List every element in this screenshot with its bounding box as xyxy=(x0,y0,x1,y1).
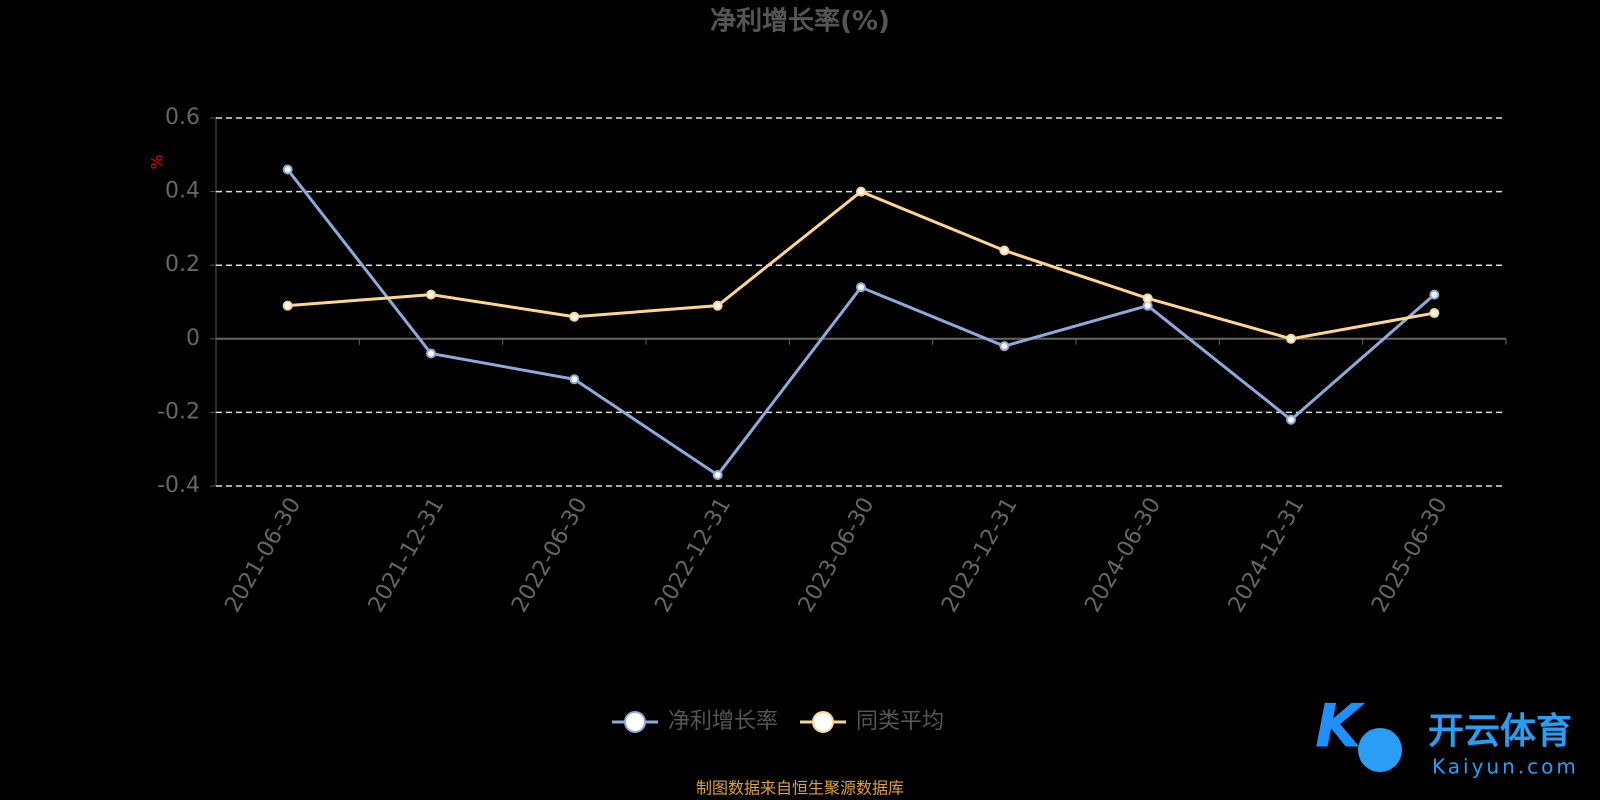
point xyxy=(999,245,1010,256)
point xyxy=(1142,293,1153,304)
y-tick-label: -0.4 xyxy=(157,473,200,498)
point xyxy=(282,164,293,175)
y-tick-label: 0.2 xyxy=(165,252,200,277)
y-tick-label: 0.4 xyxy=(165,179,200,204)
point xyxy=(1429,308,1440,319)
point xyxy=(856,186,866,197)
watermark-url: Kaiyun.com xyxy=(1432,755,1579,779)
chart-title: 净利增长率(%) xyxy=(710,6,890,37)
y-axis-label: % xyxy=(148,154,167,169)
y-tick-label: -0.2 xyxy=(157,399,200,424)
logo-k: K xyxy=(1315,692,1366,762)
point xyxy=(426,289,436,300)
point xyxy=(569,374,580,385)
point xyxy=(856,282,866,293)
point xyxy=(712,300,723,311)
point xyxy=(1429,289,1440,300)
point xyxy=(282,300,293,311)
logo-ball xyxy=(1358,728,1402,772)
point xyxy=(1286,414,1296,425)
y-tick-label: 0.6 xyxy=(165,105,200,130)
point xyxy=(712,469,723,480)
watermark-name: 开云体育 xyxy=(1428,711,1572,752)
legend-marker xyxy=(812,711,835,733)
y-tick-label: 0 xyxy=(186,326,200,351)
legend-label: 净利增长率 xyxy=(668,709,778,734)
source-note: 制图数据来自恒生聚源数据库 xyxy=(696,779,904,798)
point xyxy=(569,311,580,322)
point xyxy=(426,348,436,359)
legend-marker xyxy=(624,711,646,733)
watermark: K 开云体育 Kaiyun.com xyxy=(1315,692,1579,779)
point xyxy=(999,341,1010,352)
point xyxy=(1286,333,1296,344)
legend-label: 同类平均 xyxy=(856,709,944,734)
